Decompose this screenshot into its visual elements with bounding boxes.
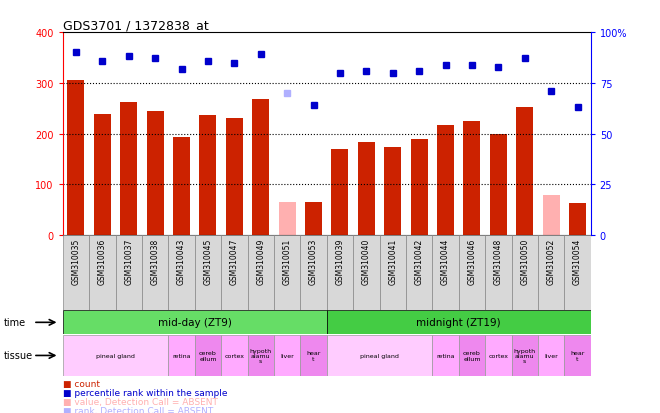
- Bar: [569, 204, 586, 235]
- Bar: [485, 335, 512, 376]
- Bar: [63, 335, 168, 376]
- Text: tissue: tissue: [3, 351, 32, 361]
- Bar: [195, 235, 221, 310]
- Text: GSM310046: GSM310046: [467, 238, 477, 285]
- Text: GSM310043: GSM310043: [177, 238, 186, 285]
- Bar: [115, 235, 142, 310]
- Bar: [512, 335, 538, 376]
- Bar: [168, 235, 195, 310]
- Text: GSM310042: GSM310042: [414, 238, 424, 285]
- Text: GSM310037: GSM310037: [124, 238, 133, 285]
- Bar: [512, 235, 538, 310]
- Text: GSM310040: GSM310040: [362, 238, 371, 285]
- Text: GDS3701 / 1372838_at: GDS3701 / 1372838_at: [63, 19, 209, 31]
- Text: GSM310035: GSM310035: [71, 238, 81, 285]
- Text: retina: retina: [436, 353, 455, 358]
- Text: cereb
ellum: cereb ellum: [199, 350, 216, 361]
- Text: GSM310036: GSM310036: [98, 238, 107, 285]
- Bar: [279, 202, 296, 235]
- Bar: [331, 150, 348, 235]
- Bar: [300, 335, 327, 376]
- Text: cortex: cortex: [224, 353, 244, 358]
- Bar: [327, 235, 353, 310]
- Bar: [411, 139, 428, 235]
- Text: GSM310048: GSM310048: [494, 238, 503, 285]
- Bar: [195, 335, 221, 376]
- Text: cortex: cortex: [488, 353, 508, 358]
- Bar: [221, 235, 248, 310]
- Text: GSM310038: GSM310038: [150, 238, 160, 285]
- Bar: [327, 335, 432, 376]
- Text: midnight (ZT19): midnight (ZT19): [416, 318, 501, 328]
- Bar: [120, 103, 137, 235]
- Bar: [252, 100, 269, 235]
- Bar: [538, 335, 564, 376]
- Bar: [459, 235, 485, 310]
- Text: cereb
ellum: cereb ellum: [463, 350, 480, 361]
- Text: GSM310047: GSM310047: [230, 238, 239, 285]
- Bar: [384, 148, 401, 235]
- Bar: [300, 235, 327, 310]
- Bar: [274, 335, 300, 376]
- Bar: [353, 235, 380, 310]
- Bar: [147, 112, 164, 235]
- Bar: [248, 235, 274, 310]
- Bar: [168, 335, 195, 376]
- Bar: [564, 235, 591, 310]
- Bar: [248, 335, 274, 376]
- Bar: [463, 122, 480, 235]
- Bar: [538, 235, 564, 310]
- Bar: [63, 311, 327, 335]
- Bar: [406, 235, 432, 310]
- Bar: [89, 235, 116, 310]
- Text: pineal gland: pineal gland: [96, 353, 135, 358]
- Bar: [358, 143, 375, 235]
- Bar: [516, 108, 533, 235]
- Text: ■ count: ■ count: [63, 379, 100, 388]
- Text: hypoth
alamu
s: hypoth alamu s: [513, 348, 536, 363]
- Bar: [543, 196, 560, 235]
- Text: pineal gland: pineal gland: [360, 353, 399, 358]
- Text: hypoth
alamu
s: hypoth alamu s: [249, 348, 272, 363]
- Text: GSM310049: GSM310049: [256, 238, 265, 285]
- Text: hear
t: hear t: [306, 350, 321, 361]
- Bar: [485, 235, 512, 310]
- Bar: [459, 335, 485, 376]
- Bar: [142, 235, 168, 310]
- Bar: [437, 126, 454, 235]
- Text: GSM310053: GSM310053: [309, 238, 318, 285]
- Bar: [67, 81, 84, 235]
- Text: GSM310050: GSM310050: [520, 238, 529, 285]
- Text: ■ percentile rank within the sample: ■ percentile rank within the sample: [63, 388, 227, 397]
- Bar: [226, 119, 243, 235]
- Text: ■ rank, Detection Call = ABSENT: ■ rank, Detection Call = ABSENT: [63, 406, 213, 413]
- Bar: [221, 335, 248, 376]
- Text: GSM310041: GSM310041: [388, 238, 397, 285]
- Text: GSM310044: GSM310044: [441, 238, 450, 285]
- Text: GSM310039: GSM310039: [335, 238, 345, 285]
- Bar: [173, 138, 190, 235]
- Bar: [379, 235, 406, 310]
- Bar: [199, 116, 216, 235]
- Bar: [94, 115, 111, 235]
- Text: retina: retina: [172, 353, 191, 358]
- Bar: [327, 311, 591, 335]
- Text: mid-day (ZT9): mid-day (ZT9): [158, 318, 232, 328]
- Bar: [564, 335, 591, 376]
- Text: GSM310051: GSM310051: [282, 238, 292, 285]
- Text: GSM310054: GSM310054: [573, 238, 582, 285]
- Bar: [63, 235, 89, 310]
- Bar: [274, 235, 300, 310]
- Bar: [305, 202, 322, 235]
- Text: GSM310052: GSM310052: [546, 238, 556, 285]
- Text: ■ value, Detection Call = ABSENT: ■ value, Detection Call = ABSENT: [63, 397, 218, 406]
- Bar: [490, 134, 507, 235]
- Text: GSM310045: GSM310045: [203, 238, 213, 285]
- Text: time: time: [3, 318, 26, 328]
- Text: liver: liver: [280, 353, 294, 358]
- Text: liver: liver: [544, 353, 558, 358]
- Text: hear
t: hear t: [570, 350, 585, 361]
- Bar: [432, 235, 459, 310]
- Bar: [432, 335, 459, 376]
